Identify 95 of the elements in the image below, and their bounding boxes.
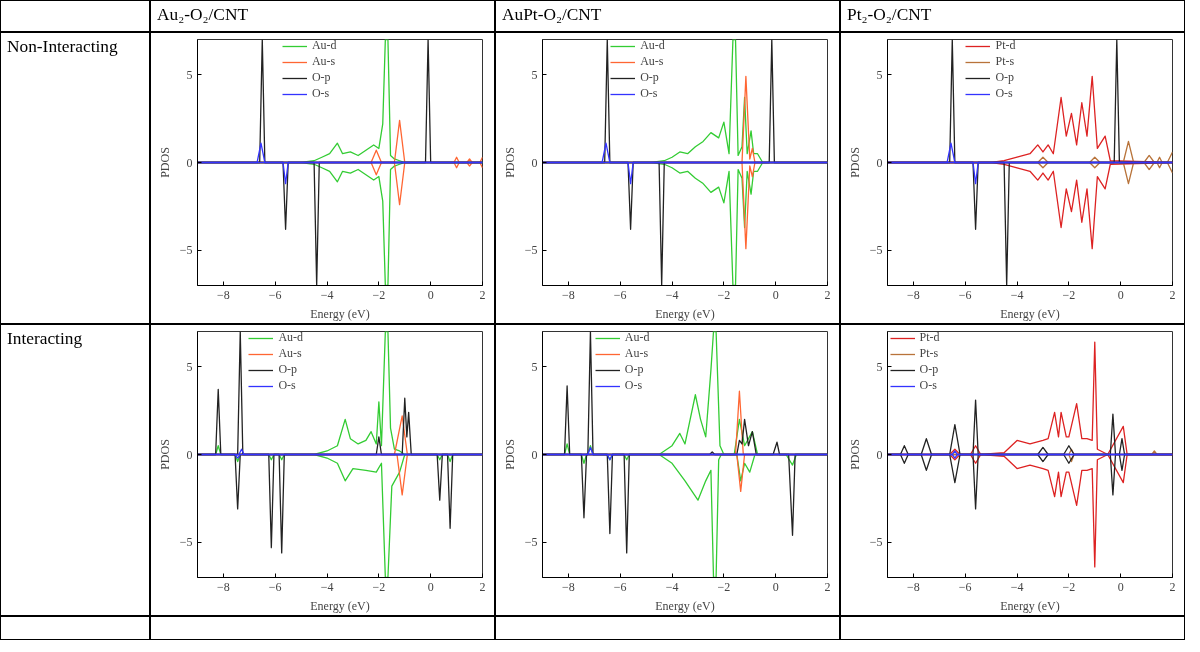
- y-tick-label: 0: [531, 155, 538, 170]
- x-tick-label: 0: [1117, 579, 1124, 594]
- x-tick-label: 2: [824, 287, 831, 302]
- x-tick-label: −2: [372, 579, 386, 594]
- x-axis-title: Energy (eV): [655, 306, 715, 321]
- x-tick-label: 2: [1169, 579, 1176, 594]
- legend-label: O-p: [640, 70, 660, 85]
- y-axis-title: PDOS: [502, 439, 517, 470]
- legend-label: O-s: [278, 378, 297, 393]
- y-tick-label: 5: [531, 67, 538, 82]
- x-tick-label: −4: [1010, 287, 1024, 302]
- x-tick-label: −2: [372, 287, 386, 302]
- legend-label: Pt-s: [995, 54, 1016, 69]
- x-tick-label: −8: [907, 579, 920, 594]
- x-tick-label: −6: [268, 287, 282, 302]
- y-tick-label: −5: [524, 535, 538, 550]
- legend-label: O-s: [640, 86, 659, 101]
- legend-label: O-p: [919, 362, 940, 377]
- y-tick-label: 0: [186, 155, 193, 170]
- y-tick-label: −5: [869, 535, 883, 550]
- legend-label: O-p: [624, 362, 645, 377]
- x-tick-label: −4: [665, 579, 679, 594]
- x-tick-label: −8: [217, 579, 230, 594]
- x-axis-title: Energy (eV): [655, 598, 715, 613]
- chart-title: Pt₂-O₂/CNT: [847, 4, 932, 26]
- legend-label: Pt-s: [919, 346, 940, 361]
- x-tick-label: 0: [772, 287, 779, 302]
- legend-label: Pt-d: [995, 38, 1016, 53]
- legend-label: O-s: [624, 378, 644, 393]
- x-tick-label: −8: [217, 287, 230, 302]
- x-tick-label: 2: [479, 287, 486, 302]
- x-tick-label: −2: [717, 579, 731, 594]
- y-axis-title: PDOS: [847, 147, 862, 178]
- x-tick-label: −8: [907, 287, 920, 302]
- y-tick-label: 0: [531, 447, 538, 462]
- x-tick-label: −8: [562, 579, 575, 594]
- x-tick-label: 0: [772, 579, 779, 594]
- y-axis-title: PDOS: [502, 147, 517, 178]
- x-tick-label: −4: [320, 579, 334, 594]
- y-tick-label: −5: [179, 243, 193, 258]
- x-axis-title: Energy (eV): [310, 598, 370, 613]
- x-tick-label: 0: [427, 287, 434, 302]
- y-tick-label: 5: [186, 67, 193, 82]
- x-tick-label: −6: [613, 579, 627, 594]
- x-tick-label: −2: [717, 287, 731, 302]
- legend-label: Au-s: [278, 346, 302, 361]
- legend-label: Au-d: [311, 38, 337, 53]
- legend-label: Au-d: [278, 330, 304, 345]
- legend-label: O-p: [995, 70, 1016, 85]
- x-axis-title: Energy (eV): [310, 306, 370, 321]
- y-axis-title: PDOS: [157, 147, 172, 178]
- x-tick-label: −4: [1010, 579, 1024, 594]
- legend-label: Au-d: [624, 330, 650, 345]
- y-tick-label: 0: [186, 447, 193, 462]
- legend-label: O-s: [995, 86, 1014, 101]
- y-tick-label: 5: [876, 67, 883, 82]
- x-tick-label: −4: [320, 287, 334, 302]
- x-axis-title: Energy (eV): [1000, 598, 1060, 613]
- x-tick-label: 0: [1117, 287, 1124, 302]
- y-tick-label: −5: [524, 243, 538, 258]
- x-tick-label: −2: [1062, 579, 1076, 594]
- x-tick-label: 2: [1169, 287, 1176, 302]
- legend-label: O-p: [278, 362, 299, 377]
- x-tick-label: −6: [958, 287, 972, 302]
- x-tick-label: −4: [665, 287, 679, 302]
- chart-title: Au₂-O₂/CNT: [157, 4, 249, 26]
- x-tick-label: −2: [1062, 287, 1076, 302]
- y-tick-label: 5: [531, 359, 538, 374]
- text: Interacting: [7, 328, 83, 350]
- y-tick-label: −5: [869, 243, 883, 258]
- x-tick-label: −6: [958, 579, 972, 594]
- text: Non-Interacting: [7, 36, 118, 58]
- chart-title: AuPt-O₂/CNT: [502, 4, 602, 26]
- legend-label: Pt-d: [919, 330, 940, 345]
- y-tick-label: −5: [179, 535, 193, 550]
- x-tick-label: 2: [479, 579, 486, 594]
- x-tick-label: −6: [268, 579, 282, 594]
- legend-label: Au-s: [311, 54, 336, 69]
- legend-label: O-s: [311, 86, 331, 101]
- legend-label: Au-s: [640, 54, 664, 69]
- x-tick-label: −6: [613, 287, 627, 302]
- y-tick-label: 5: [876, 359, 883, 374]
- legend-label: O-p: [311, 70, 332, 85]
- x-tick-label: 2: [824, 579, 831, 594]
- x-axis-title: Energy (eV): [1000, 306, 1060, 321]
- y-axis-title: PDOS: [157, 439, 172, 470]
- y-tick-label: 0: [876, 155, 883, 170]
- legend-label: Au-d: [640, 38, 665, 53]
- y-tick-label: 0: [876, 447, 883, 462]
- legend-label: O-s: [919, 378, 938, 393]
- legend-label: Au-s: [624, 346, 649, 361]
- x-tick-label: −8: [562, 287, 575, 302]
- y-axis-title: PDOS: [847, 439, 862, 470]
- y-tick-label: 5: [186, 359, 193, 374]
- x-tick-label: 0: [427, 579, 434, 594]
